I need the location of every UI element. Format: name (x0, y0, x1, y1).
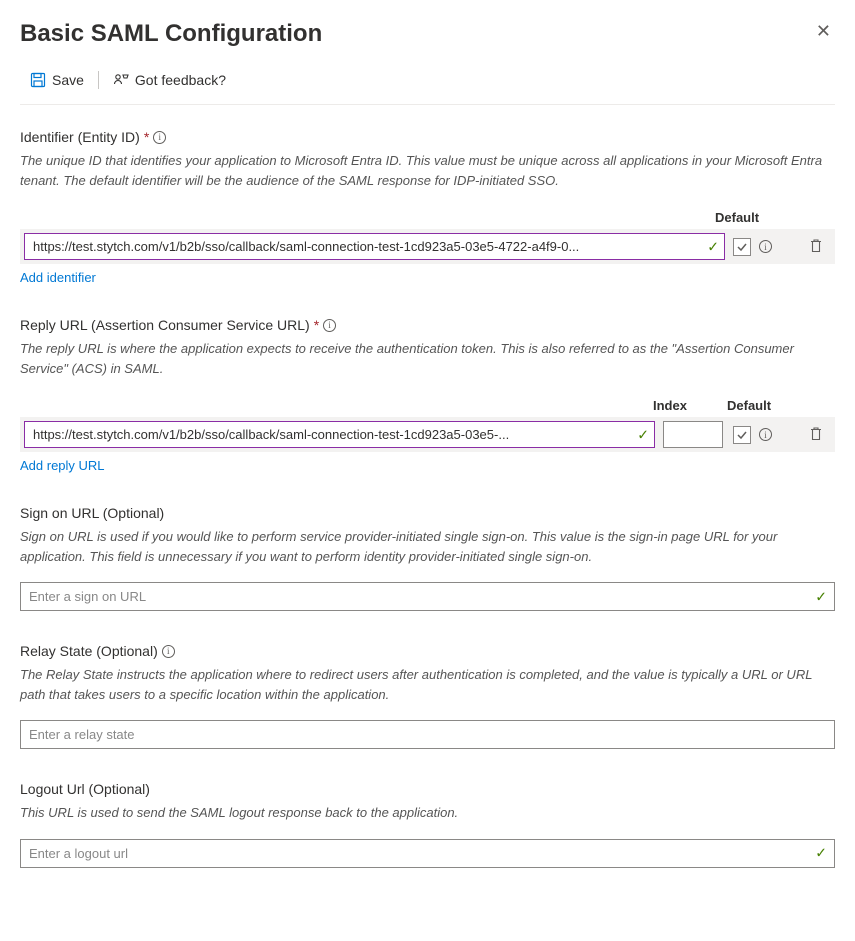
identifier-url-input[interactable] (24, 233, 725, 260)
logout-section: Logout Url (Optional) This URL is used t… (20, 781, 835, 868)
reply-label: Reply URL (Assertion Consumer Service UR… (20, 317, 835, 333)
identifier-section: Identifier (Entity ID) * i The unique ID… (20, 129, 835, 285)
save-label: Save (52, 72, 84, 88)
required-marker: * (314, 317, 319, 333)
signon-label-text: Sign on URL (Optional) (20, 505, 164, 521)
info-icon[interactable]: i (323, 319, 336, 332)
default-column-header: Default (715, 210, 835, 225)
logout-description: This URL is used to send the SAML logout… (20, 803, 835, 823)
identifier-description: The unique ID that identifies your appli… (20, 151, 835, 190)
index-column-header: Index (653, 398, 715, 413)
feedback-icon (113, 72, 129, 88)
signon-description: Sign on URL is used if you would like to… (20, 527, 835, 566)
info-icon[interactable]: i (162, 645, 175, 658)
info-icon[interactable]: i (759, 428, 772, 441)
save-icon (30, 72, 46, 88)
info-icon[interactable]: i (153, 131, 166, 144)
relay-label: Relay State (Optional) i (20, 643, 835, 659)
signon-label: Sign on URL (Optional) (20, 505, 835, 521)
save-button[interactable]: Save (20, 68, 94, 92)
delete-icon[interactable] (809, 426, 823, 444)
signon-url-input[interactable] (20, 582, 835, 611)
close-icon[interactable]: ✕ (812, 20, 835, 42)
reply-row: ✓ i (20, 417, 835, 452)
toolbar: Save Got feedback? (20, 68, 835, 105)
relay-description: The Relay State instructs the applicatio… (20, 665, 835, 704)
reply-section: Reply URL (Assertion Consumer Service UR… (20, 317, 835, 473)
reply-url-input[interactable] (24, 421, 655, 448)
identifier-default-checkbox[interactable] (733, 238, 751, 256)
identifier-label: Identifier (Entity ID) * i (20, 129, 835, 145)
signon-section: Sign on URL (Optional) Sign on URL is us… (20, 505, 835, 611)
info-icon[interactable]: i (759, 240, 772, 253)
reply-description: The reply URL is where the application e… (20, 339, 835, 378)
logout-url-input[interactable] (20, 839, 835, 868)
feedback-label: Got feedback? (135, 72, 226, 88)
identifier-label-text: Identifier (Entity ID) (20, 129, 140, 145)
reply-label-text: Reply URL (Assertion Consumer Service UR… (20, 317, 310, 333)
reply-grid-header: Index Default (20, 394, 835, 417)
required-marker: * (144, 129, 149, 145)
default-column-header: Default (715, 398, 835, 413)
page-title: Basic SAML Configuration (20, 20, 322, 48)
identifier-grid-header: Default (20, 206, 835, 229)
logout-label: Logout Url (Optional) (20, 781, 835, 797)
add-reply-url-link[interactable]: Add reply URL (20, 458, 105, 473)
feedback-button[interactable]: Got feedback? (103, 68, 236, 92)
reply-index-input[interactable] (663, 421, 723, 448)
logout-label-text: Logout Url (Optional) (20, 781, 150, 797)
identifier-row: ✓ i (20, 229, 835, 264)
delete-icon[interactable] (809, 238, 823, 256)
reply-default-checkbox[interactable] (733, 426, 751, 444)
relay-section: Relay State (Optional) i The Relay State… (20, 643, 835, 749)
toolbar-separator (98, 71, 99, 89)
relay-state-input[interactable] (20, 720, 835, 749)
add-identifier-link[interactable]: Add identifier (20, 270, 96, 285)
relay-label-text: Relay State (Optional) (20, 643, 158, 659)
